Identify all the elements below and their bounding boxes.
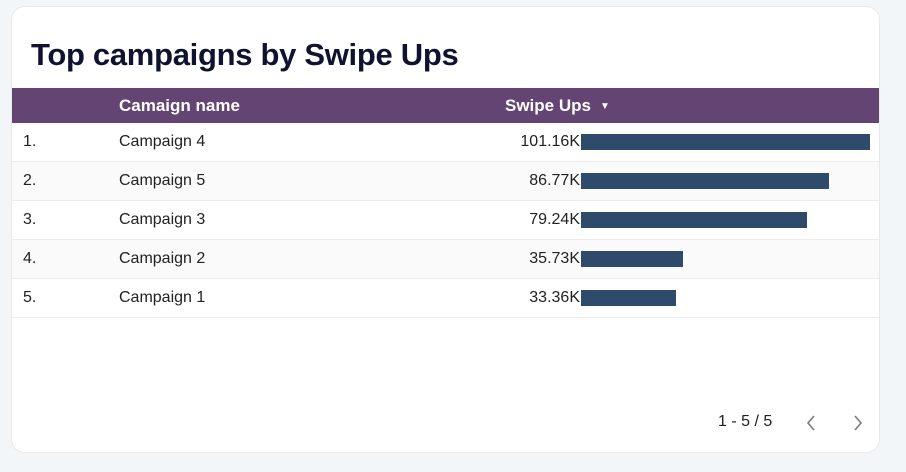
row-index: 4. [23,250,37,267]
swipe-ups-value: 35.73K [529,250,580,267]
swipe-ups-bar [581,173,829,189]
row-index: 1. [23,133,37,150]
next-page-button[interactable] [847,412,869,434]
campaign-name: Campaign 4 [119,133,206,150]
table-row[interactable]: 3. Campaign 3 79.24K [12,201,879,240]
table-card: Top campaigns by Swipe Ups Camaign name … [11,6,880,453]
column-header-swipe-ups[interactable]: Swipe Ups ▼ [505,88,610,123]
table-row[interactable]: 1. Campaign 4 101.16K [12,123,879,162]
chevron-left-icon [806,415,815,431]
sort-desc-icon[interactable]: ▼ [599,101,610,112]
campaign-name: Campaign 5 [119,172,206,189]
bar-track [581,173,870,189]
swipe-ups-value: 33.36K [529,289,580,306]
bar-track [581,212,870,228]
chart-title: Top campaigns by Swipe Ups [31,37,459,72]
column-header-campaign-name[interactable]: Camaign name [119,96,240,115]
previous-page-button[interactable] [800,412,822,434]
table-body: 1. Campaign 4 101.16K 2. Campaign 5 86.7… [12,123,879,318]
campaign-name: Campaign 2 [119,250,206,267]
row-index: 2. [23,172,37,189]
table-row[interactable]: 5. Campaign 1 33.36K [12,279,879,318]
bar-track [581,251,870,267]
table-header: Camaign name Swipe Ups ▼ [12,88,879,123]
swipe-ups-bar [581,251,684,267]
swipe-ups-bar [581,212,808,228]
table-row[interactable]: 4. Campaign 2 35.73K [12,240,879,279]
table-row[interactable]: 2. Campaign 5 86.77K [12,162,879,201]
row-index: 5. [23,289,37,306]
row-index: 3. [23,211,37,228]
bar-track [581,134,870,150]
swipe-ups-bar [581,134,870,150]
campaign-name: Campaign 3 [119,211,206,228]
swipe-ups-bar [581,290,677,306]
pagination-label: 1 - 5 / 5 [718,413,773,430]
swipe-ups-value: 86.77K [529,172,580,189]
chevron-right-icon [854,415,863,431]
swipe-ups-value: 101.16K [520,133,580,150]
column-header-swipe-ups-label: Swipe Ups [505,96,591,115]
swipe-ups-value: 79.24K [529,211,580,228]
campaign-name: Campaign 1 [119,289,206,306]
bar-track [581,290,870,306]
